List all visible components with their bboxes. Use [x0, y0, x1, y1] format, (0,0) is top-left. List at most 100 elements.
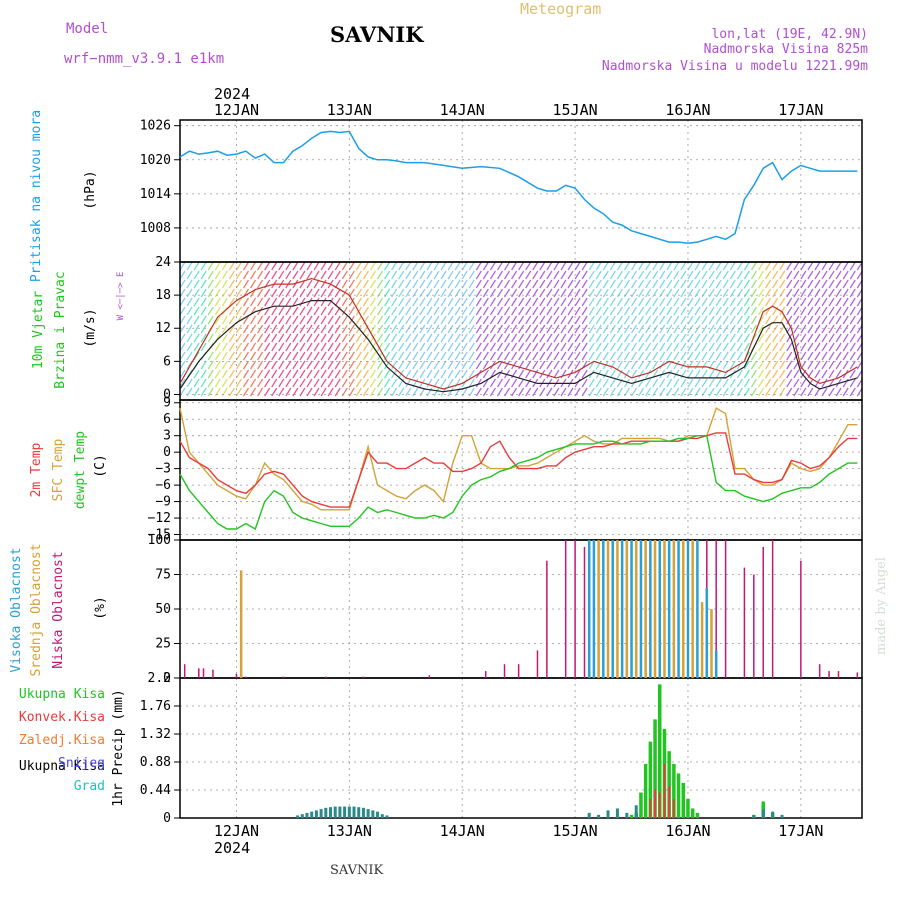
wind-barb: [539, 270, 546, 280]
wind-barb: [828, 297, 835, 307]
wind-barb: [645, 324, 652, 334]
wind-barb: [623, 297, 630, 307]
wind-barb: [814, 288, 821, 298]
wind-barb: [369, 279, 376, 289]
wind-barb: [433, 378, 440, 388]
wind-barb: [250, 342, 257, 352]
wind-barb: [405, 306, 412, 316]
wind-barb: [299, 360, 306, 370]
wind-barb: [327, 342, 334, 352]
wind-barb: [574, 288, 581, 298]
year-top: 2024: [214, 85, 250, 103]
convective-bar: [663, 763, 666, 818]
wind-barb: [567, 261, 574, 271]
wind-barb: [271, 360, 278, 370]
high-cloud-bar: [667, 540, 671, 678]
wind-barb: [278, 342, 285, 352]
wind-barb: [849, 288, 856, 298]
wind-barb: [214, 369, 221, 379]
wind-barb: [708, 279, 715, 289]
cloud-title-1: Visoka Oblacnost: [9, 547, 24, 672]
wind-barb: [511, 324, 518, 334]
wind-barb: [645, 378, 652, 388]
wind-barb: [433, 369, 440, 379]
wind-barb: [750, 324, 757, 334]
wind-barb: [623, 360, 630, 370]
wind-barb: [419, 342, 426, 352]
wind-barb: [327, 360, 334, 370]
wind-barb: [475, 351, 482, 361]
wind-barb: [842, 342, 849, 352]
wind-barb: [602, 342, 609, 352]
pressure-tick-label: 1020: [140, 153, 171, 168]
rain-bar: [676, 773, 681, 818]
wind-barb: [250, 261, 257, 271]
wind-barb: [475, 261, 482, 271]
wind-barb: [560, 360, 567, 370]
high-cloud-bar: [705, 588, 709, 678]
wind-barb: [271, 306, 278, 316]
wind-barb: [673, 351, 680, 361]
wind-barb: [793, 378, 800, 388]
wind-barb: [595, 270, 602, 280]
wind-barb: [849, 360, 856, 370]
wind-barb: [666, 378, 673, 388]
wind-barb: [574, 351, 581, 361]
wind-barb: [454, 324, 461, 334]
wind-barb: [271, 315, 278, 325]
low-cloud-bar: [800, 560, 802, 678]
wind-barb: [574, 387, 581, 397]
wind-barb: [207, 369, 214, 379]
wind-barb: [694, 369, 701, 379]
wind-barb: [652, 342, 659, 352]
wind-barb: [193, 333, 200, 343]
wind-barb: [482, 387, 489, 397]
rain-bar: [648, 741, 653, 818]
station-title: SAVNIK: [330, 22, 424, 47]
day-label-bottom: 15JAN: [553, 822, 598, 840]
snow-bar: [361, 807, 365, 818]
wind-barb: [285, 288, 292, 298]
high-cloud-bar: [602, 540, 605, 678]
wind-barb: [729, 324, 736, 334]
wind-barb: [708, 378, 715, 388]
wind-barb: [348, 306, 355, 316]
wind-barb: [609, 387, 616, 397]
wind-barb: [221, 279, 228, 289]
wind-barb: [659, 297, 666, 307]
wind-barb: [828, 324, 835, 334]
wind-barb: [849, 333, 856, 343]
wind-barb: [743, 270, 750, 280]
low-cloud-bar: [202, 668, 205, 678]
wind-barb: [200, 324, 207, 334]
wind-barb: [482, 297, 489, 307]
wind-barb: [511, 306, 518, 316]
temp-tick-label: −15: [148, 528, 171, 543]
wind-barb: [271, 324, 278, 334]
wind-barb: [779, 369, 786, 379]
wind-barb: [807, 342, 814, 352]
wind-barb: [447, 351, 454, 361]
wind-barb: [454, 279, 461, 289]
day-label-bottom: 17JAN: [778, 822, 823, 840]
wind-barb: [405, 351, 412, 361]
wind-barb: [588, 315, 595, 325]
wind-barb: [694, 306, 701, 316]
wind-barb: [242, 333, 250, 343]
wind-barb: [715, 270, 722, 280]
wind-barb: [384, 288, 391, 298]
precip-tick-label: 2.2: [148, 671, 171, 686]
wind-barb: [235, 387, 242, 397]
wind-barb: [235, 360, 242, 370]
wind-barb: [574, 270, 581, 280]
wind-barb: [793, 315, 800, 325]
wind-barb: [793, 261, 800, 271]
wind-barb: [377, 342, 384, 352]
wind-barb: [553, 387, 560, 397]
wind-barb: [758, 342, 765, 352]
wind-barb: [179, 306, 186, 316]
wind-barb: [623, 288, 630, 298]
wind-barb: [842, 288, 849, 298]
wind-barb: [736, 297, 743, 307]
wind-barb: [779, 297, 786, 307]
